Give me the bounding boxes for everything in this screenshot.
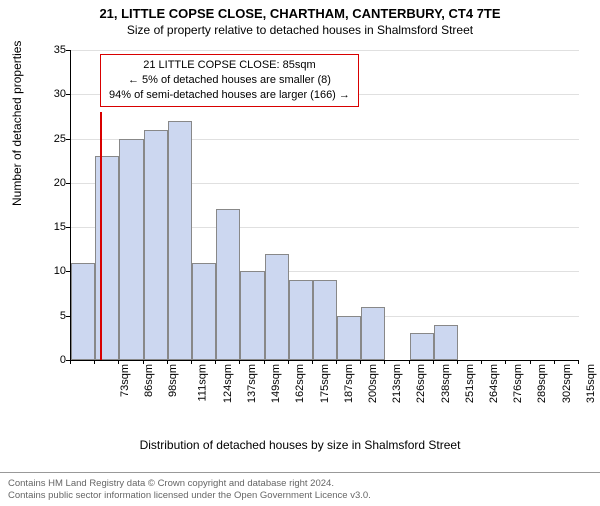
histogram-bar xyxy=(144,130,168,360)
histogram-bar xyxy=(361,307,385,360)
y-tick-mark xyxy=(66,139,70,140)
x-tick-mark xyxy=(433,360,434,364)
histogram-bar xyxy=(95,156,119,360)
x-tick-mark xyxy=(118,360,119,364)
histogram-bar xyxy=(168,121,192,360)
histogram-bar xyxy=(313,280,337,360)
footer-line1: Contains HM Land Registry data © Crown c… xyxy=(8,478,592,490)
x-tick-label: 98sqm xyxy=(168,364,180,397)
x-tick-mark xyxy=(457,360,458,364)
footer-line2: Contains public sector information licen… xyxy=(8,490,592,502)
histogram-bar xyxy=(192,263,216,360)
x-tick-label: 213sqm xyxy=(391,364,403,403)
histogram-bar xyxy=(410,333,434,360)
y-tick-label: 0 xyxy=(36,354,66,366)
x-tick-mark xyxy=(384,360,385,364)
histogram-bar xyxy=(337,316,361,360)
histogram-bar xyxy=(71,263,95,360)
x-tick-label: 124sqm xyxy=(222,364,234,403)
annotation-line3: 94% of semi-detached houses are larger (… xyxy=(109,88,350,103)
x-tick-mark xyxy=(505,360,506,364)
y-axis-label: Number of detached properties xyxy=(10,41,24,206)
x-tick-label: 200sqm xyxy=(367,364,379,403)
y-tick-label: 30 xyxy=(36,88,66,100)
annotation-line1: 21 LITTLE COPSE CLOSE: 85sqm xyxy=(109,58,350,73)
x-tick-label: 73sqm xyxy=(119,364,131,397)
histogram-bar xyxy=(119,139,143,360)
x-tick-label: 111sqm xyxy=(196,364,208,402)
page-title-line2: Size of property relative to detached ho… xyxy=(0,23,600,37)
histogram-bar xyxy=(240,271,264,360)
y-tick-mark xyxy=(66,50,70,51)
x-tick-mark xyxy=(530,360,531,364)
x-tick-label: 162sqm xyxy=(295,364,307,403)
y-tick-label: 10 xyxy=(36,265,66,277)
y-tick-label: 25 xyxy=(36,133,66,145)
x-tick-label: 276sqm xyxy=(512,364,524,403)
y-tick-mark xyxy=(66,227,70,228)
histogram-bar xyxy=(216,209,240,360)
x-tick-label: 86sqm xyxy=(143,364,155,397)
x-tick-mark xyxy=(239,360,240,364)
x-tick-label: 226sqm xyxy=(416,364,428,403)
footer-attribution: Contains HM Land Registry data © Crown c… xyxy=(0,472,600,502)
x-tick-mark xyxy=(215,360,216,364)
x-tick-label: 264sqm xyxy=(488,364,500,403)
x-tick-mark xyxy=(143,360,144,364)
histogram-bar xyxy=(265,254,289,360)
y-tick-label: 15 xyxy=(36,221,66,233)
y-tick-mark xyxy=(66,316,70,317)
x-tick-mark xyxy=(312,360,313,364)
y-tick-mark xyxy=(66,271,70,272)
y-tick-mark xyxy=(66,183,70,184)
x-tick-mark xyxy=(360,360,361,364)
y-tick-label: 5 xyxy=(36,310,66,322)
x-tick-mark xyxy=(578,360,579,364)
x-tick-label: 187sqm xyxy=(343,364,355,403)
x-tick-label: 251sqm xyxy=(464,364,476,403)
histogram-bar xyxy=(434,325,458,360)
x-tick-label: 137sqm xyxy=(246,364,258,403)
x-tick-mark xyxy=(554,360,555,364)
y-tick-label: 35 xyxy=(36,44,66,56)
x-tick-mark xyxy=(288,360,289,364)
y-tick-mark xyxy=(66,94,70,95)
x-tick-mark xyxy=(191,360,192,364)
x-tick-mark xyxy=(94,360,95,364)
x-tick-mark xyxy=(481,360,482,364)
x-tick-label: 149sqm xyxy=(270,364,282,403)
property-marker-line xyxy=(100,112,102,360)
grid-line xyxy=(71,50,579,51)
x-tick-mark xyxy=(409,360,410,364)
annotation-line2: ← 5% of detached houses are smaller (8) xyxy=(109,73,350,88)
x-tick-label: 175sqm xyxy=(319,364,331,403)
histogram-bar xyxy=(289,280,313,360)
x-tick-mark xyxy=(336,360,337,364)
x-tick-label: 302sqm xyxy=(561,364,573,403)
x-axis-label: Distribution of detached houses by size … xyxy=(0,438,600,452)
x-tick-label: 315sqm xyxy=(585,364,597,403)
x-tick-mark xyxy=(70,360,71,364)
x-tick-mark xyxy=(264,360,265,364)
x-tick-label: 238sqm xyxy=(440,364,452,403)
x-tick-mark xyxy=(167,360,168,364)
page-title-line1: 21, LITTLE COPSE CLOSE, CHARTHAM, CANTER… xyxy=(0,6,600,21)
annotation-box: 21 LITTLE COPSE CLOSE: 85sqm← 5% of deta… xyxy=(100,54,359,107)
y-tick-label: 20 xyxy=(36,177,66,189)
x-tick-label: 289sqm xyxy=(536,364,548,403)
